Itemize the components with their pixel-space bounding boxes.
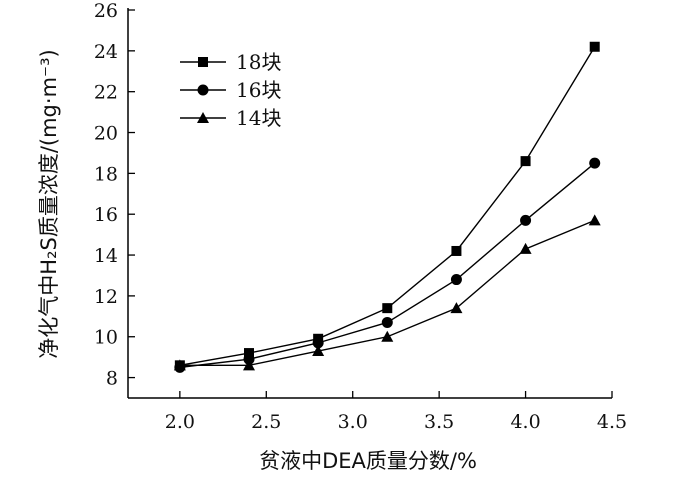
legend-item: 14块: [180, 106, 281, 130]
data-point-triangle: [243, 359, 255, 371]
data-point-triangle: [519, 242, 532, 254]
data-point-circle: [243, 353, 255, 365]
legend-marker-square: [198, 57, 208, 67]
data-point-triangle: [381, 330, 394, 342]
data-point-triangle: [173, 359, 186, 371]
data-point-square: [520, 156, 531, 167]
x-tick-label: 3.0: [338, 411, 368, 433]
y-tick-label: 20: [94, 123, 118, 145]
series-layer: [173, 41, 601, 373]
y-tick-label: 24: [94, 41, 118, 63]
legend-item: 18块: [180, 50, 281, 74]
x-tick-label: 3.5: [424, 411, 454, 433]
legend-item: 16块: [180, 78, 281, 102]
legend-marker-triangle: [197, 112, 209, 123]
x-tick-label: 2.0: [165, 411, 195, 433]
data-point-circle: [450, 274, 462, 286]
axes: [127, 8, 612, 399]
y-axis-title: 净化气中H₂S质量浓度/(mg·m⁻³): [37, 49, 61, 358]
y-tick-label: 26: [94, 0, 118, 22]
y-tick-label: 10: [94, 327, 118, 349]
data-point-triangle: [588, 214, 601, 226]
y-tick-label: 18: [94, 163, 118, 185]
y-tick-label: 14: [94, 245, 118, 267]
y-tick-label: 8: [106, 368, 118, 390]
data-point-square: [451, 245, 462, 256]
y-tick-label: 12: [94, 286, 118, 308]
y-tick-label: 16: [94, 204, 118, 226]
x-tick-label: 4.0: [510, 411, 540, 433]
x-tick-label: 4.5: [597, 411, 627, 433]
data-point-square: [589, 41, 600, 52]
legend-marker-circle: [197, 84, 209, 96]
legend-label: 16块: [236, 78, 281, 102]
data-point-triangle: [450, 302, 463, 314]
series-line: [179, 219, 595, 367]
legend: 18块 16块 14块: [180, 50, 281, 130]
data-point-circle: [312, 337, 324, 349]
series-triangle: [173, 214, 601, 371]
x-tick-label: 2.5: [251, 411, 281, 433]
data-point-triangle: [312, 345, 325, 357]
data-point-circle: [520, 214, 532, 226]
legend-label: 18块: [236, 50, 281, 74]
legend-label: 14块: [236, 106, 281, 130]
data-point-circle: [381, 316, 393, 328]
x-axis-title: 贫液中DEA质量分数/%: [259, 449, 477, 473]
y-ticks: 8 10 12 14 16 18 20 22 24 26: [94, 0, 135, 390]
data-point-square: [382, 303, 393, 314]
x-ticks: 2.0 2.5 3.0 3.5 4.0 4.5: [165, 391, 627, 433]
data-point-circle: [589, 157, 601, 169]
y-tick-label: 22: [94, 82, 118, 104]
data-point-square: [244, 348, 254, 359]
